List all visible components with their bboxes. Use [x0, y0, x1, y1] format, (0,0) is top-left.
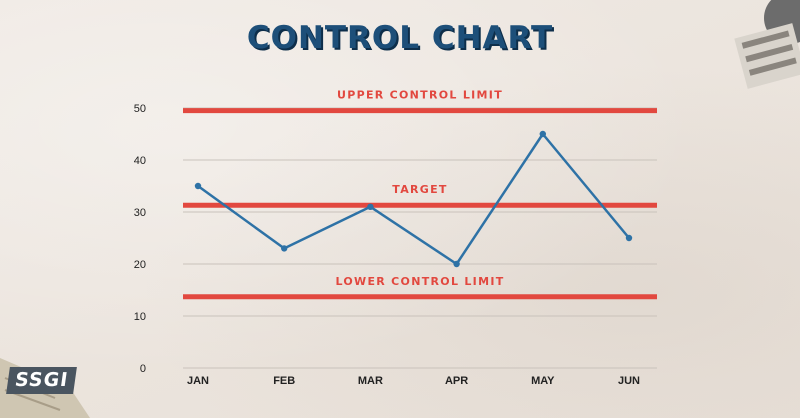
x-tick-label: APR: [445, 375, 468, 387]
chart-title: CONTROL CHART: [246, 20, 554, 56]
y-tick-label: 10: [134, 311, 146, 323]
data-point: [625, 234, 633, 242]
x-tick-label: FEB: [273, 375, 295, 387]
y-tick-label: 40: [134, 155, 146, 167]
x-tick-label: JUN: [618, 375, 640, 387]
data-point: [453, 260, 460, 268]
data-point: [539, 130, 546, 138]
y-tick-label: 0: [140, 363, 146, 375]
film-strip-decoration: [734, 0, 800, 89]
x-tick-label: MAR: [358, 375, 383, 387]
reference-line-label: UPPER CONTROL LIMIT: [337, 89, 503, 102]
data-point: [194, 182, 202, 190]
data-point: [281, 245, 288, 252]
ssgi-logo: SSGI: [6, 367, 78, 394]
y-tick-label: 20: [134, 259, 146, 271]
data-series-line: [197, 132, 630, 266]
reference-line-label: TARGET: [392, 183, 447, 196]
x-tick-label: JAN: [187, 375, 209, 387]
reference-line-label: LOWER CONTROL LIMIT: [335, 275, 504, 288]
y-tick-label: 30: [134, 207, 146, 219]
y-tick-label: 50: [134, 103, 146, 115]
x-tick-label: MAY: [531, 375, 555, 387]
data-point: [367, 203, 374, 210]
